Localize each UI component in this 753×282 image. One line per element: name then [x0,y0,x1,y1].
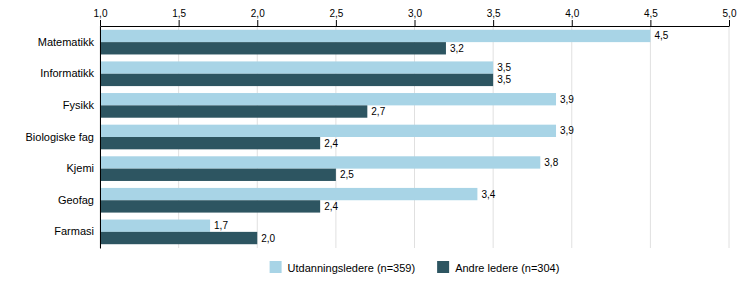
x-tick-label: 2,5 [329,8,343,19]
x-tick-mark [100,20,101,26]
y-tick: Farmasi [54,225,94,237]
y-tick-label: Kjemi [66,162,94,174]
bar [100,61,493,73]
x-tick-label: 2,0 [251,8,265,19]
x-tick-label: 3,0 [408,8,422,19]
bar-series [100,42,493,244]
x-tick: 3,0 [408,8,422,26]
y-tick-label: Biologiske fag [26,131,95,143]
x-tick-mark [572,20,573,26]
legend-item: Utdanningsledere (n=359) [270,261,416,274]
x-tick: 5,0 [723,8,737,26]
y-tick-label: Matematikk [38,36,95,48]
bars [100,30,650,244]
legend-item: Andre ledere (n=304) [437,261,559,274]
bar [100,200,320,212]
x-axis: 1,0 1,5 2,0 2,5 3,0 3,5 4,0 4,5 5,0 [94,8,737,27]
data-label: 2,4 [324,138,338,149]
bar [100,137,320,149]
y-tick-label: Fysikk [63,99,95,111]
data-label: 3,5 [497,62,511,73]
data-label: 2,0 [261,233,275,244]
y-tick: Geofag [58,194,94,206]
y-tick: Matematikk [38,36,95,48]
x-tick-mark [493,20,494,26]
x-tick-label: 1,5 [172,8,186,19]
x-tick: 3,5 [487,8,501,26]
y-tick: Fysikk [63,99,95,111]
x-tick-mark [179,20,180,26]
data-label: 4,5 [654,30,668,41]
x-tick-mark [336,20,337,26]
x-tick-mark [257,20,258,26]
bar [100,125,556,137]
data-label: 3,9 [560,125,574,136]
x-tick: 2,5 [329,8,343,26]
x-tick-mark [415,20,416,26]
bar [100,42,446,54]
chart: 4,5 3,5 3,9 3,9 3,8 3,4 1,7 3,2 3,5 2,7 2,4 2,5 2,4 2… [0,0,753,282]
data-label: 1,7 [214,220,228,231]
x-tick: 1,5 [172,8,186,26]
bar [100,93,556,105]
bar [100,232,257,244]
legend: Utdanningsledere (n=359) Andre ledere (n=… [270,261,560,274]
data-labels: 4,5 3,5 3,9 3,9 3,8 3,4 1,7 3,2 3,5 2,7 2,4 2,5 2,4 2… [214,30,669,243]
grid-line [571,26,572,248]
data-label: 2,7 [371,106,385,117]
bar-series [100,30,650,232]
bar [100,30,650,42]
data-label: 2,5 [340,169,354,180]
grid-line [729,26,730,248]
bar [100,169,336,181]
x-tick-label: 4,0 [565,8,579,19]
x-tick: 1,0 [94,8,108,26]
x-tick-label: 5,0 [723,8,737,19]
x-axis-line [101,26,730,27]
bar [100,105,367,117]
x-tick-label: 3,5 [487,8,501,19]
legend-label: Andre ledere (n=304) [455,262,559,274]
y-tick: Biologiske fag [26,131,95,143]
data-label: 3,9 [560,94,574,105]
y-axis-line [100,27,101,249]
grid-line [650,26,651,248]
data-label: 3,4 [481,189,495,200]
y-tick-label: Geofag [58,194,94,206]
bar [100,74,493,86]
bar [100,220,210,232]
data-label: 2,4 [324,201,338,212]
y-tick: Informatikk [40,67,94,79]
data-label: 3,2 [450,43,464,54]
y-tick-label: Informatikk [40,67,94,79]
y-axis: Matematikk Informatikk Fysikk Biologiske fa… [26,27,101,249]
data-label: 3,8 [544,157,558,168]
x-tick-mark [650,20,651,26]
x-tick-label: 4,5 [644,8,658,19]
grid-line [100,26,101,248]
y-tick: Kjemi [66,162,94,174]
legend-label: Utdanningsledere (n=359) [288,262,416,274]
x-tick: 4,0 [565,8,579,26]
bar [100,156,540,168]
data-label: 3,5 [497,74,511,85]
x-tick-mark [729,20,730,26]
x-tick: 4,5 [644,8,658,26]
x-tick-label: 1,0 [94,8,108,19]
x-tick: 2,0 [251,8,265,26]
bar [100,188,477,200]
plot: 4,5 3,5 3,9 3,9 3,8 3,4 1,7 3,2 3,5 2,7 2,4 2,5 2,4 2… [0,8,737,249]
legend-swatch [270,261,282,273]
legend-swatch [437,261,449,273]
y-tick-label: Farmasi [54,225,94,237]
